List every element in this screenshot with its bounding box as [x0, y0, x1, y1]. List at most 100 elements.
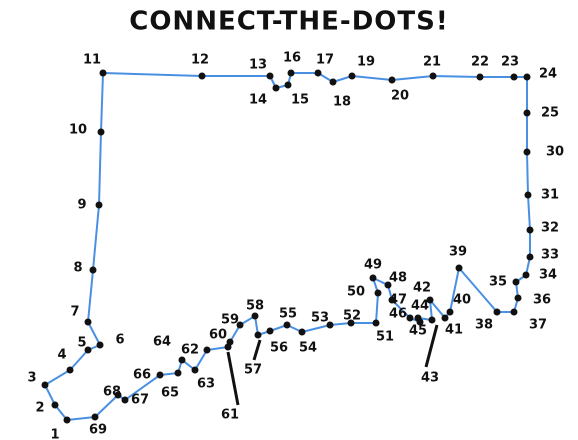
dot-label: 65: [161, 386, 179, 401]
dot: [456, 265, 463, 272]
dot-label: 39: [449, 245, 467, 260]
dot-label: 10: [69, 123, 87, 138]
dot: [255, 332, 262, 339]
dot: [524, 74, 531, 81]
dot-label: 41: [445, 323, 463, 338]
dot: [513, 279, 520, 286]
dot: [477, 74, 484, 81]
dot-label: 15: [291, 93, 309, 108]
dot: [100, 70, 107, 77]
dot-label: 30: [546, 145, 564, 160]
dot-label: 62: [181, 343, 199, 358]
dot: [370, 275, 377, 282]
dot: [315, 70, 322, 77]
dot: [375, 290, 382, 297]
dot-label: 4: [57, 348, 66, 363]
dot: [122, 397, 129, 404]
dot-label: 51: [376, 330, 394, 345]
dot: [85, 319, 92, 326]
dot: [42, 382, 49, 389]
dot: [267, 328, 274, 335]
dot: [199, 73, 206, 80]
dot-label: 24: [539, 67, 557, 82]
dot-label: 8: [73, 261, 82, 276]
dot-label: 19: [357, 55, 375, 70]
dot-label: 20: [391, 89, 409, 104]
dot: [273, 85, 280, 92]
dot-label: 6: [115, 333, 124, 348]
dot: [52, 402, 59, 409]
dot-label: 60: [209, 328, 227, 343]
dot-label: 52: [343, 309, 361, 324]
dot-label: 66: [133, 368, 151, 383]
dot: [67, 367, 74, 374]
dot: [525, 192, 532, 199]
dot-label: 58: [246, 299, 264, 314]
dot-label: 38: [475, 318, 493, 333]
dot: [330, 79, 337, 86]
title: CONNECT-THE-DOTS!: [129, 7, 448, 37]
dot: [407, 315, 414, 322]
dot: [527, 227, 534, 234]
dot: [494, 309, 501, 316]
dot: [524, 149, 531, 156]
dot-label: 11: [83, 53, 101, 68]
dot: [90, 267, 97, 274]
dot-label: 17: [316, 53, 334, 68]
dot-label: 14: [249, 93, 267, 108]
dot: [252, 313, 259, 320]
dot-label: 21: [423, 55, 441, 70]
dot-label: 22: [471, 55, 489, 70]
dot-label: 23: [501, 55, 519, 70]
dot-label: 50: [347, 285, 365, 300]
leader-line: [426, 325, 437, 367]
dot-label: 5: [77, 336, 86, 351]
dot-label: 35: [489, 275, 507, 290]
dot-label: 56: [270, 341, 288, 356]
dot-label: 3: [27, 371, 36, 386]
dot: [204, 347, 211, 354]
dot: [442, 315, 449, 322]
dot-label: 32: [541, 221, 559, 236]
dot: [64, 417, 71, 424]
dot: [524, 110, 531, 117]
dot-label: 53: [311, 311, 329, 326]
dot-label: 12: [191, 53, 209, 68]
dot-label: 54: [299, 341, 317, 356]
dot: [430, 73, 437, 80]
dot-label: 69: [89, 423, 107, 438]
dot: [98, 129, 105, 136]
puzzle: CONNECT-THE-DOTS! 1234567891011121314151…: [0, 0, 578, 440]
dot: [429, 317, 436, 324]
dot: [511, 309, 518, 316]
dot: [389, 77, 396, 84]
dot-label: 63: [197, 377, 215, 392]
dot-label: 45: [409, 324, 427, 339]
dot-label: 1: [50, 428, 59, 440]
dot-label: 61: [221, 408, 239, 423]
dot-label: 68: [103, 385, 121, 400]
dot: [175, 370, 182, 377]
dot-label: 40: [453, 293, 471, 308]
dot: [92, 414, 99, 421]
dot-label: 42: [413, 281, 431, 296]
dot-label: 46: [389, 307, 407, 322]
dot-label: 47: [389, 293, 407, 308]
dot: [285, 82, 292, 89]
dot-label: 36: [533, 293, 551, 308]
dot-label: 57: [244, 363, 262, 378]
dot: [225, 344, 232, 351]
dot: [157, 372, 164, 379]
dot-label: 13: [249, 58, 267, 73]
leader-line: [228, 352, 238, 405]
dot: [523, 272, 530, 279]
dot-label: 64: [153, 335, 171, 350]
dot-label: 37: [529, 318, 547, 333]
dot-label: 43: [421, 371, 439, 386]
dot-label: 48: [389, 271, 407, 286]
dot-label: 59: [221, 313, 239, 328]
dot-label: 2: [35, 401, 44, 416]
dot-label: 67: [131, 393, 149, 408]
dot: [447, 309, 454, 316]
dot-label: 9: [77, 198, 86, 213]
